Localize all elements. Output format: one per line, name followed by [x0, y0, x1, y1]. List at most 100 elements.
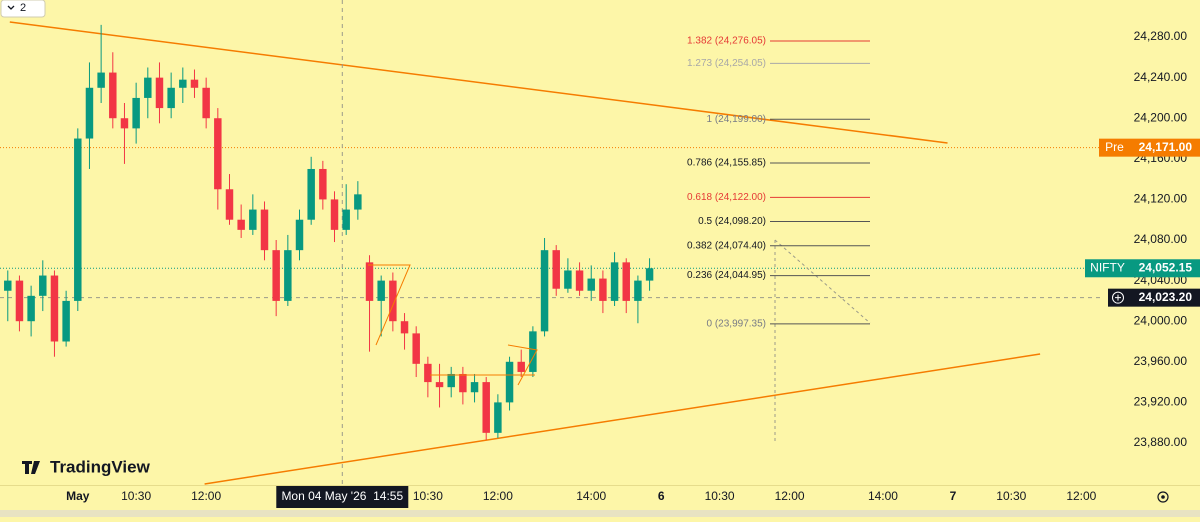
- candle-body: [74, 138, 82, 301]
- candle-body: [167, 87, 175, 109]
- fib-label: 0.382 (24,074.40): [687, 240, 766, 251]
- fib-label: 1.273 (24,254.05): [687, 58, 766, 69]
- x-tick-label: May: [66, 489, 90, 503]
- candle-body: [97, 72, 105, 88]
- trendline: [9, 21, 948, 144]
- chevron-icon: [7, 5, 15, 10]
- x-tick-label: 12:00: [483, 489, 513, 503]
- x-tick-label: 6: [658, 489, 665, 503]
- candle-body: [85, 87, 94, 139]
- candle-body: [587, 278, 595, 291]
- x-tick-label: 14:00: [576, 489, 606, 503]
- fib-label: 0.618 (24,122.00): [687, 192, 766, 203]
- y-tick-label: 23,960.00: [1134, 354, 1188, 368]
- candle-body: [179, 79, 187, 88]
- trendline: [204, 353, 1041, 485]
- pattern-drawing: [507, 344, 538, 386]
- candle-body: [15, 280, 24, 322]
- candle-body: [412, 333, 420, 364]
- watermark: TradingView: [50, 457, 151, 476]
- candle-body: [272, 250, 280, 301]
- candle-body: [4, 280, 12, 291]
- x-tick-label: 10:30: [413, 489, 443, 503]
- candle-body: [400, 321, 409, 334]
- crosshair-time-box: [276, 486, 409, 508]
- price-badge-value-box: [1130, 259, 1200, 278]
- x-tick-label: 12:00: [775, 489, 805, 503]
- candle-body: [260, 209, 269, 251]
- y-tick-label: 24,240.00: [1134, 70, 1188, 84]
- candle-body: [377, 280, 385, 301]
- y-tick-label: 23,880.00: [1134, 435, 1188, 449]
- y-tick-label: 24,000.00: [1134, 313, 1188, 327]
- price-badge-value: 24,171.00: [1139, 140, 1193, 154]
- candle-body: [517, 361, 525, 372]
- x-tick-label: 12:00: [191, 489, 221, 503]
- y-tick-label: 24,080.00: [1134, 232, 1188, 246]
- candle-body: [214, 118, 222, 190]
- candle-body: [284, 250, 292, 301]
- candle-body: [50, 275, 59, 342]
- candle-body: [447, 373, 455, 388]
- legend-toggle[interactable]: [0, 0, 46, 18]
- candle-body: [389, 280, 397, 322]
- price-badge: [1099, 138, 1130, 157]
- candle-body: [307, 168, 315, 220]
- candle-body: [435, 382, 444, 388]
- candle-body: [564, 270, 572, 289]
- candle-body: [529, 331, 537, 372]
- candle-body: [459, 373, 467, 393]
- candle-body: [365, 262, 374, 301]
- candle-body: [132, 97, 140, 129]
- candle-body: [295, 219, 304, 251]
- candle-body: [482, 382, 490, 433]
- candle-body: [319, 168, 327, 200]
- fib-label: 0.5 (24,098.20): [698, 216, 766, 227]
- price-badge-value-box: [1130, 138, 1200, 157]
- candle-body: [39, 275, 47, 296]
- crosshair-plus-icon: [1115, 294, 1121, 301]
- candle-body: [540, 250, 549, 332]
- candle-body: [120, 118, 129, 129]
- x-tick-label: 10:30: [121, 489, 151, 503]
- y-tick-label: 24,280.00: [1134, 29, 1188, 43]
- y-tick-label: 24,120.00: [1134, 192, 1188, 206]
- x-tick-label: 10:30: [996, 489, 1026, 503]
- fib-label: 0.236 (24,044.95): [687, 270, 766, 281]
- bottom-strip: [0, 510, 1200, 517]
- candle-body: [599, 278, 607, 301]
- y-tick-label: 23,920.00: [1134, 395, 1188, 409]
- candle-body: [494, 402, 502, 433]
- candle-body: [354, 194, 362, 210]
- candle-body: [62, 300, 70, 342]
- price-badge-tag: NIFTY: [1090, 260, 1125, 274]
- fib-label: 1.382 (24,276.05): [687, 36, 766, 47]
- price-badge-tag: Pre: [1105, 140, 1124, 154]
- logo-icon: [22, 461, 40, 474]
- candle-body: [342, 209, 350, 230]
- candle-body: [202, 87, 210, 119]
- candle-body: [330, 199, 339, 230]
- x-tick-label: 7: [950, 489, 957, 503]
- candle-body: [610, 262, 619, 301]
- x-tick-label: 14:00: [868, 489, 898, 503]
- candle-body: [470, 382, 479, 393]
- fib-label: 0 (23,997.35): [707, 319, 767, 330]
- y-tick-label: 24,200.00: [1134, 110, 1188, 124]
- legend-toggle-count: 2: [20, 2, 26, 14]
- candle-body: [505, 361, 514, 403]
- pattern-drawing: [368, 264, 411, 346]
- candle-body: [109, 72, 117, 119]
- candle-body: [237, 219, 245, 230]
- settings-icon-center: [1161, 495, 1165, 499]
- x-tick-label: 12:00: [1066, 489, 1096, 503]
- plot-area: [0, 0, 1100, 485]
- candle-body: [144, 77, 152, 98]
- x-tick-label: 10:30: [705, 489, 735, 503]
- candle-body: [155, 77, 164, 109]
- candle-body: [190, 79, 199, 88]
- settings-icon[interactable]: [1157, 491, 1169, 503]
